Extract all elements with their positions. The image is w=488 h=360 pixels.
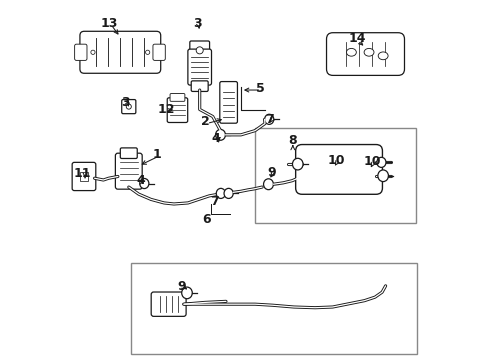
Ellipse shape: [376, 157, 385, 167]
Ellipse shape: [91, 50, 95, 54]
Ellipse shape: [140, 179, 148, 189]
Ellipse shape: [196, 47, 203, 54]
FancyBboxPatch shape: [151, 292, 186, 316]
FancyBboxPatch shape: [122, 100, 136, 114]
Text: 4: 4: [211, 132, 220, 145]
FancyBboxPatch shape: [75, 44, 87, 60]
FancyBboxPatch shape: [326, 33, 404, 75]
FancyBboxPatch shape: [120, 148, 137, 158]
FancyBboxPatch shape: [191, 81, 208, 91]
Ellipse shape: [292, 158, 303, 170]
Ellipse shape: [377, 52, 387, 60]
Bar: [255, 129, 415, 223]
Text: 1: 1: [153, 148, 162, 161]
Text: 2: 2: [200, 115, 209, 128]
Text: 7: 7: [210, 195, 219, 208]
FancyBboxPatch shape: [189, 41, 209, 60]
Text: 8: 8: [288, 134, 297, 147]
Text: 12: 12: [157, 103, 175, 116]
FancyBboxPatch shape: [115, 153, 142, 189]
Bar: [131, 262, 416, 354]
Bar: [80, 172, 88, 181]
FancyBboxPatch shape: [167, 98, 187, 122]
Ellipse shape: [182, 287, 192, 299]
Text: 3: 3: [121, 96, 130, 109]
Ellipse shape: [264, 114, 273, 124]
Text: 7: 7: [265, 113, 274, 126]
Ellipse shape: [377, 170, 387, 181]
Ellipse shape: [126, 104, 131, 109]
Text: 4: 4: [136, 174, 144, 186]
Ellipse shape: [145, 50, 149, 54]
Ellipse shape: [215, 129, 225, 140]
FancyBboxPatch shape: [219, 82, 237, 123]
Text: 5: 5: [256, 82, 264, 95]
Text: 10: 10: [327, 154, 344, 167]
Ellipse shape: [216, 188, 225, 198]
Text: 10: 10: [363, 155, 380, 168]
FancyBboxPatch shape: [187, 49, 211, 85]
Ellipse shape: [263, 179, 273, 190]
Text: 3: 3: [193, 17, 202, 30]
FancyBboxPatch shape: [80, 31, 161, 73]
FancyBboxPatch shape: [295, 145, 382, 194]
Text: 9: 9: [267, 166, 276, 179]
Text: 13: 13: [101, 17, 118, 30]
FancyBboxPatch shape: [153, 44, 165, 60]
Ellipse shape: [364, 48, 373, 56]
Text: 14: 14: [348, 32, 366, 45]
Text: 6: 6: [202, 213, 211, 226]
FancyBboxPatch shape: [72, 162, 96, 190]
Text: 11: 11: [73, 167, 91, 180]
Ellipse shape: [224, 188, 233, 198]
Ellipse shape: [346, 48, 356, 56]
Text: 9: 9: [177, 280, 185, 293]
FancyBboxPatch shape: [170, 94, 184, 101]
